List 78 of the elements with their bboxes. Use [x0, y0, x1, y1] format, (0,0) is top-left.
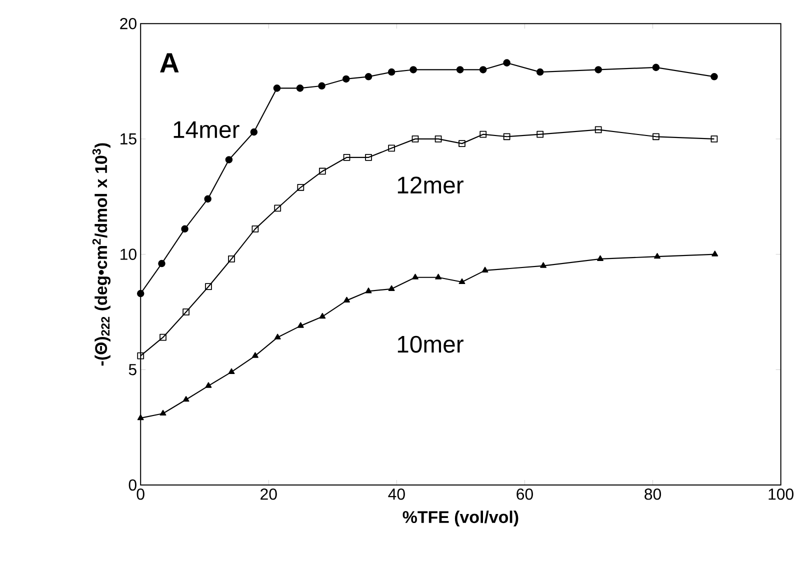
point	[205, 382, 212, 388]
point	[252, 352, 258, 358]
point	[137, 352, 144, 360]
point	[388, 285, 395, 291]
point	[160, 334, 166, 341]
x-tick-label: 20	[260, 488, 277, 500]
point	[296, 84, 304, 92]
point	[252, 225, 259, 232]
point	[652, 133, 660, 140]
series-label: 10mer	[398, 336, 464, 353]
point	[137, 414, 144, 420]
y-axis-title: -(Θ)$_{222}$ (deg•cm$^{2}$/dmol x 10$^{3}$)	[92, 143, 111, 366]
point	[273, 84, 281, 92]
series-label: 14mer	[174, 121, 240, 138]
point	[318, 168, 326, 175]
point	[479, 66, 487, 74]
point	[182, 396, 190, 402]
point	[250, 128, 258, 136]
point	[225, 156, 233, 164]
point	[654, 252, 660, 259]
point	[365, 154, 372, 161]
point	[297, 184, 304, 191]
point	[412, 274, 418, 280]
point	[158, 260, 166, 268]
point	[319, 312, 326, 319]
point	[181, 225, 188, 233]
y-tick-label: 5	[128, 364, 136, 376]
point	[712, 250, 718, 256]
point	[205, 283, 212, 290]
point	[456, 66, 464, 74]
point	[136, 290, 144, 298]
point	[540, 262, 546, 268]
annotation: A	[160, 53, 179, 72]
point	[364, 73, 372, 80]
point	[228, 255, 235, 262]
point	[435, 274, 442, 280]
point	[388, 144, 395, 152]
point	[458, 140, 466, 147]
point	[204, 195, 212, 203]
y-tick-label: 10	[120, 248, 136, 260]
point	[536, 130, 544, 138]
point	[297, 322, 304, 328]
point	[274, 334, 281, 340]
point	[344, 296, 350, 302]
point	[410, 66, 417, 74]
x-tick-label: 40	[388, 488, 405, 500]
point	[480, 130, 487, 138]
x-tick-label: 60	[516, 488, 533, 500]
x-tick-label: 100	[768, 488, 794, 500]
point	[482, 266, 488, 272]
point	[412, 136, 419, 142]
x-axis-title: %TFE (vol/vol)	[402, 510, 518, 526]
point	[594, 126, 602, 134]
point	[274, 204, 282, 212]
point	[228, 368, 235, 374]
x-tick-label: 0	[136, 488, 144, 500]
point	[434, 136, 442, 142]
y-tick-label: 0	[128, 479, 136, 491]
y-tick-label: 15	[120, 133, 136, 145]
x-tick-label: 80	[644, 488, 661, 500]
point	[652, 64, 660, 72]
point	[388, 68, 396, 76]
point	[710, 136, 718, 142]
point	[365, 288, 372, 294]
point	[503, 133, 510, 140]
point	[343, 154, 350, 161]
point	[597, 255, 604, 261]
point	[458, 278, 466, 284]
y-tick-label: 20	[120, 18, 136, 30]
point	[594, 66, 602, 74]
point	[536, 68, 544, 76]
point	[318, 82, 326, 90]
point	[710, 73, 718, 80]
point	[182, 308, 190, 316]
series-label: 12mer	[398, 176, 464, 194]
point	[160, 410, 166, 416]
point	[503, 59, 510, 66]
point	[342, 75, 350, 83]
